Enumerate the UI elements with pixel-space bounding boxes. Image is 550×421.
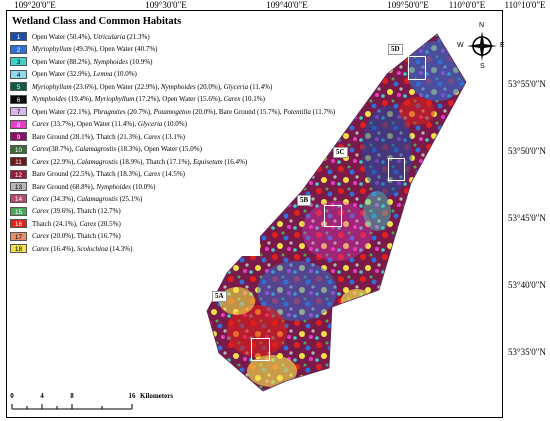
legend-swatch: 3	[10, 57, 27, 67]
longitude-tick: 110°10'0"E	[504, 0, 546, 10]
legend-swatch: 7	[10, 107, 27, 117]
legend-item: 6 Nymphoides (19.4%), Myriophyllum (17.2%…	[10, 93, 265, 104]
legend-label: Carex (20.0%), Thatch (16.7%)	[32, 232, 121, 241]
legend-item: 15 Carex (39.6%), Thatch (12.7%)	[10, 206, 260, 217]
legend-label: Myriophyllum (23.6%), Open Water (22.9%)…	[32, 82, 273, 91]
legend-label: Nymphoides (19.4%), Myriophyllum (17.2%)…	[32, 95, 265, 104]
site-5c-label: 5C	[333, 147, 348, 158]
legend-swatch: 5	[10, 82, 27, 92]
legend-label: Thatch (24.1%), Carex (20.5%)	[32, 219, 121, 228]
site-5a-box[interactable]	[251, 338, 270, 361]
legend-item: 11 Carex (22.9%), Calamagrostis (18.9%), …	[10, 156, 260, 167]
legend: Wetland Class and Common Habitats 1 Open …	[10, 14, 335, 256]
legend-label: Bare Ground (68.8%), Nymphoides (10.0%)	[32, 182, 156, 191]
legend-swatch: 6	[10, 94, 27, 104]
legend-swatch: 10	[10, 144, 27, 154]
scale-tick-label: 4	[40, 392, 44, 400]
south-label: S	[480, 63, 485, 70]
legend-swatch: 9	[10, 132, 27, 142]
legend-swatch: 15	[10, 206, 27, 216]
legend-label: Carex (39.6%), Thatch (12.7%)	[32, 207, 121, 216]
legend-swatch: 2	[10, 44, 27, 54]
site-5d-box[interactable]	[408, 56, 426, 80]
scale-tick-label: 16	[128, 392, 136, 400]
legend-label: Myriophyllum (49.3%), Open Water (40.7%)	[32, 45, 158, 54]
site-5b-label: 5B	[297, 195, 312, 206]
legend-label: Carex (33.7%), Open Water (11.4%), Glyce…	[32, 120, 187, 129]
legend-label: Carex (22.9%), Calamagrostis (18.9%), Th…	[32, 157, 248, 166]
latitude-tick: 53°45'0"N	[508, 213, 546, 223]
site-5a-label: 5A	[212, 291, 227, 302]
legend-item: 1 Open Water (50.4%), Utricularia (21.3%)	[10, 31, 260, 42]
north-label: N	[479, 22, 485, 29]
scale-bar-graphic	[11, 404, 133, 410]
scale-tick-label: 0	[10, 392, 14, 400]
west-label: W	[457, 42, 464, 49]
longitude-tick: 109°30'0"E	[145, 0, 187, 10]
legend-swatch: 16	[10, 219, 27, 229]
north-arrow: N S W E	[457, 22, 505, 72]
legend-item: 10 Carex(38.7%), Calamagrostis (18.3%), O…	[10, 143, 260, 154]
site-5c-box[interactable]	[388, 158, 405, 181]
legend-item: 5 Myriophyllum (23.6%), Open Water (22.9%…	[10, 81, 272, 92]
legend-swatch: 18	[10, 244, 27, 254]
scale-tick-label: 8	[70, 392, 74, 400]
legend-label: Bare Ground (22.5%), Thatch (18.3%), Car…	[32, 170, 186, 179]
longitude-tick: 109°20'0"E	[14, 0, 56, 10]
legend-label: Open Water (50.4%), Utricularia (21.3%)	[32, 32, 150, 41]
legend-swatch: 17	[10, 231, 27, 241]
legend-item: 13 Bare Ground (68.8%), Nymphoides (10.0%…	[10, 181, 260, 192]
legend-item: 7 Open Water (22.1%), Phragmites (20.7%),…	[10, 106, 335, 117]
legend-swatch: 1	[10, 32, 27, 42]
legend-item: 3 Open Water (88.2%), Nymphoides (10.9%)	[10, 56, 260, 67]
legend-item: 17 Carex (20.0%), Thatch (16.7%)	[10, 231, 260, 242]
legend-label: Bare Ground (28.1%), Thatch (21.3%), Car…	[32, 132, 186, 141]
latitude-tick: 53°55'0"N	[508, 79, 546, 89]
legend-label: Open Water (22.1%), Phragmites (20.7%), …	[32, 107, 336, 116]
legend-item: 14 Carex (34.3%), Calamagrostis (25.1%)	[10, 193, 260, 204]
legend-list: 1 Open Water (50.4%), Utricularia (21.3%)…	[10, 31, 335, 255]
scale-bar: 0 4 8 16 Kilometers	[10, 392, 173, 412]
legend-item: 8 Carex (33.7%), Open Water (11.4%), Glyc…	[10, 118, 260, 129]
legend-item: 16 Thatch (24.1%), Carex (20.5%)	[10, 218, 260, 229]
legend-swatch: 14	[10, 194, 27, 204]
longitude-tick: 109°40'0"E	[266, 0, 308, 10]
latitude-tick: 53°40'0"N	[508, 280, 546, 290]
east-label: E	[500, 42, 505, 49]
legend-swatch: 13	[10, 182, 27, 191]
legend-item: 18 Carex (16.4%), Scolochloa (14.3%)	[10, 243, 260, 254]
latitude-tick: 53°35'0"N	[508, 347, 546, 357]
legend-label: Open Water (88.2%), Nymphoides (10.9%)	[32, 57, 153, 66]
legend-swatch: 11	[10, 157, 27, 167]
compass-icon	[467, 31, 497, 61]
legend-item: 9 Bare Ground (28.1%), Thatch (21.3%), Ca…	[10, 131, 260, 142]
legend-item: 4 Open Water (32.9%), Lemna (10.0%)	[10, 68, 260, 79]
legend-label: Carex (16.4%), Scolochloa (14.3%)	[32, 244, 133, 253]
legend-swatch: 12	[10, 169, 27, 179]
legend-item: 2 Myriophyllum (49.3%), Open Water (40.7%…	[10, 43, 260, 54]
longitude-tick: 109°50'0"E	[387, 0, 429, 10]
legend-swatch: 8	[10, 119, 27, 129]
legend-label: Carex(38.7%), Calamagrostis (18.3%), Ope…	[32, 145, 202, 154]
scale-unit-label: Kilometers	[140, 392, 174, 400]
legend-swatch: 4	[10, 69, 27, 79]
longitude-tick: 110°0'0"E	[448, 0, 486, 10]
site-5d-label: 5D	[388, 44, 403, 55]
site-5b-box[interactable]	[324, 205, 342, 227]
legend-item: 12 Bare Ground (22.5%), Thatch (18.3%), C…	[10, 168, 260, 179]
legend-title: Wetland Class and Common Habitats	[12, 16, 182, 27]
latitude-tick: 53°50'0"N	[508, 146, 546, 156]
legend-label: Carex (34.3%), Calamagrostis (25.1%)	[32, 194, 143, 203]
legend-label: Open Water (32.9%), Lemna (10.0%)	[32, 70, 137, 79]
